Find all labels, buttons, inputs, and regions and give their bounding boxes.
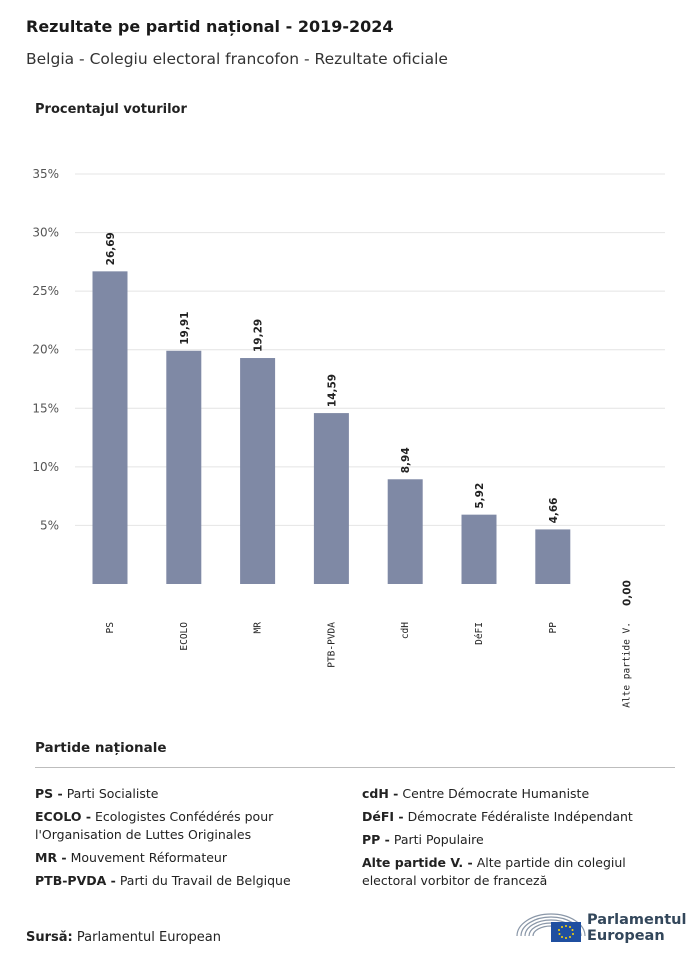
legend-abbr: PP - <box>362 832 390 847</box>
category-label: ECOLO <box>179 622 190 651</box>
european-parliament-logo <box>516 913 586 942</box>
legend-item: ECOLO - Ecologistes Confédérés pour l'Or… <box>35 808 300 844</box>
bar <box>166 350 202 584</box>
y-tick-label: 35% <box>32 167 59 181</box>
category-label: Alte partide V. <box>622 622 633 708</box>
legend-title: Partide naționale <box>35 740 167 756</box>
y-tick-label: 20% <box>32 343 59 357</box>
legend-abbr: ECOLO - <box>35 809 92 824</box>
legend-abbr: Alte partide V. - <box>362 855 473 870</box>
value-label: 0,00 <box>622 580 634 606</box>
category-label: MR <box>253 622 264 634</box>
legend-divider <box>35 767 675 768</box>
category-label: PP <box>548 622 559 634</box>
logo-line-1: Parlamentul <box>587 912 687 928</box>
category-label: PTB-PVDA <box>326 622 337 668</box>
value-label: 19,91 <box>179 312 191 345</box>
logo-wordmark: Parlamentul European <box>587 912 686 944</box>
y-tick-label: 30% <box>32 226 59 240</box>
y-tick-label: 5% <box>40 518 59 532</box>
value-label: 5,92 <box>474 483 486 509</box>
bar <box>387 479 423 584</box>
value-label: 26,69 <box>105 232 117 265</box>
source-value: Parlamentul European <box>76 930 221 945</box>
legend-item: Alte partide V. - Alte partide din coleg… <box>362 854 680 890</box>
y-tick-label: 10% <box>32 460 59 474</box>
y-tick-label: 15% <box>32 401 59 415</box>
bar <box>240 358 276 584</box>
bar <box>461 514 497 584</box>
chart-subtitle: Belgia - Colegiu electoral francofon - R… <box>26 50 448 68</box>
legend-column-left: PS - Parti Socialiste ECOLO - Ecologiste… <box>35 785 300 895</box>
legend-abbr: cdH - <box>362 786 399 801</box>
legend-name: Parti du Travail de Belgique <box>119 873 291 888</box>
value-label: 4,66 <box>548 497 560 523</box>
bar-chart: 35% 30% 25% 20% 15% 10% 5% 26,69 PS 19,91 ECOLO 19,… <box>32 167 665 708</box>
bar <box>92 271 128 584</box>
category-label: cdH <box>400 622 411 639</box>
legend-name: Ecologistes Confédérés pour l'Organisati… <box>35 809 274 842</box>
bar <box>313 413 349 584</box>
legend-name: Démocrate Fédéraliste Indépendant <box>407 809 633 824</box>
bar <box>535 529 571 584</box>
legend-abbr: DéFI - <box>362 809 404 824</box>
legend-item: MR - Mouvement Réformateur <box>35 849 300 867</box>
y-tick-label: 25% <box>32 284 59 298</box>
source-label: Sursă: <box>26 930 73 945</box>
legend-item: PP - Parti Populaire <box>362 831 680 849</box>
chart-title: Rezultate pe partid național - 2019-2024 <box>26 17 394 36</box>
legend-name: Alte partide din colegiul electoral vorb… <box>362 855 626 888</box>
y-axis-label: Procentajul voturilor <box>35 102 187 117</box>
legend-column-right: cdH - Centre Démocrate Humaniste DéFI - … <box>362 785 680 895</box>
legend-item: PS - Parti Socialiste <box>35 785 300 803</box>
legend-item: PTB-PVDA - Parti du Travail de Belgique <box>35 872 300 890</box>
legend-item: cdH - Centre Démocrate Humaniste <box>362 785 680 803</box>
source-note: Sursă: Parlamentul European <box>26 930 221 945</box>
value-label: 8,94 <box>400 447 412 473</box>
category-label: DéFI <box>474 622 485 645</box>
legend-name: Parti Socialiste <box>66 786 159 801</box>
logo-line-2: European <box>587 928 665 944</box>
category-label: PS <box>105 622 116 634</box>
legend-abbr: MR - <box>35 850 67 865</box>
legend-abbr: PTB-PVDA - <box>35 873 116 888</box>
legend-name: Centre Démocrate Humaniste <box>402 786 590 801</box>
legend-name: Parti Populaire <box>393 832 484 847</box>
legend-name: Mouvement Réformateur <box>70 850 227 865</box>
legend-abbr: PS - <box>35 786 63 801</box>
legend-item: DéFI - Démocrate Fédéraliste Indépendant <box>362 808 680 826</box>
value-label: 19,29 <box>253 319 265 352</box>
value-label: 14,59 <box>326 374 338 407</box>
